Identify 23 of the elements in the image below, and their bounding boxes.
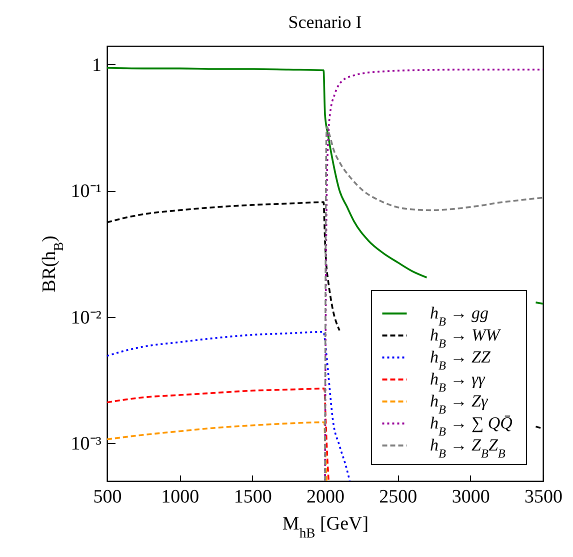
y-tick-label: 10⁻³ (70, 434, 102, 455)
legend-label: h$_{B}$ → γγ (430, 370, 486, 394)
x-tick-label: 2000 (306, 486, 344, 508)
legend-label: h$_{B}$ → Zγ (430, 392, 489, 416)
legend-label: h$_{B}$ → ZZ (430, 348, 491, 372)
x-tick-label: 3500 (524, 486, 562, 508)
x-axis-title: M$_{hB}$ [GeV] (282, 514, 369, 540)
x-tick-label: 500 (93, 486, 122, 508)
y-tick-label: 10⁻¹ (70, 181, 102, 202)
line-series (106, 330, 351, 482)
line-series (106, 421, 328, 482)
y-tick-label: 10⁻² (70, 307, 102, 328)
line-series (106, 388, 330, 482)
x-tick-label: 1000 (161, 486, 200, 508)
x-tick-label: 2500 (379, 486, 418, 508)
chart-title: Scenario I (288, 12, 362, 32)
legend-label: h$_{B}$ → gg (430, 304, 488, 328)
legend-label: h$_{B}$ → ∑ QQ̄ (430, 414, 512, 438)
x-tick-label: 3000 (452, 486, 490, 508)
legend-label: h$_{B}$ → Z$_{B}$Z$_{B}$ (430, 436, 506, 460)
x-tick-label: 1500 (234, 486, 272, 508)
legend-label: h$_{B}$ → WW (430, 326, 502, 350)
y-tick-label: 1 (92, 54, 102, 76)
